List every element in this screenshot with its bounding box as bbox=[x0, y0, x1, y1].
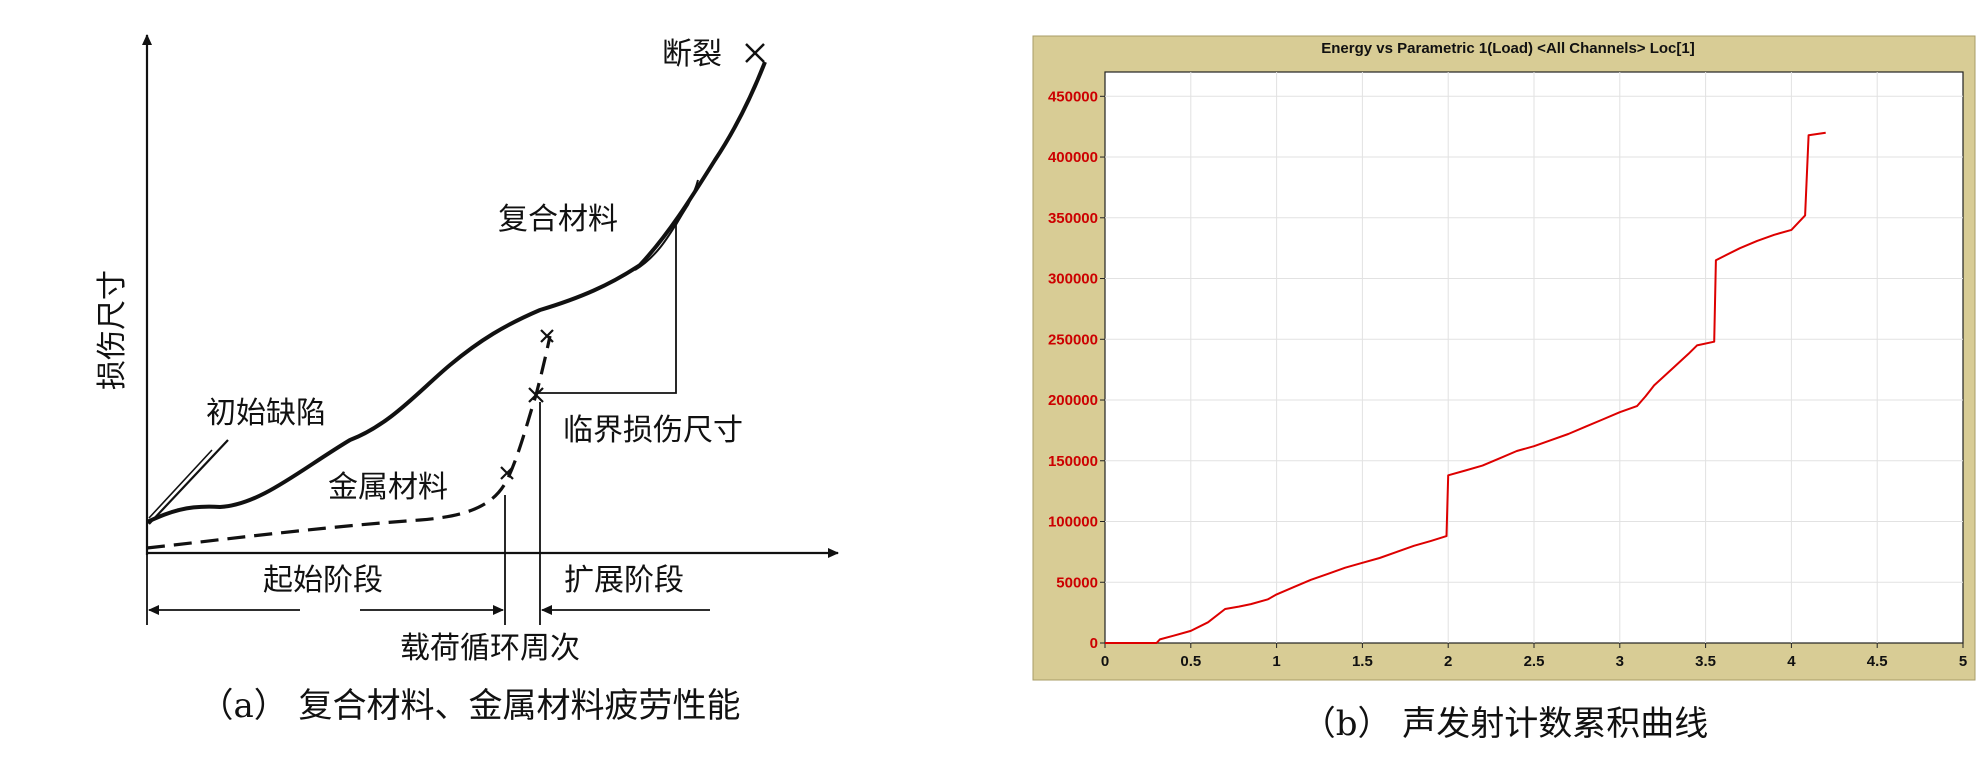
chart-b-frame-outline bbox=[1032, 35, 1976, 681]
y-tick-label: 150000 bbox=[1048, 453, 1098, 470]
y-tick-label: 400000 bbox=[1048, 149, 1098, 166]
label-metal: 金属材料 bbox=[328, 470, 448, 505]
label-fracture: 断裂 bbox=[662, 37, 722, 72]
x-tick-label: 3 bbox=[1616, 653, 1624, 670]
chart-b-title: Energy vs Parametric 1(Load) <All Channe… bbox=[1321, 40, 1694, 57]
metal-end-marker bbox=[540, 329, 554, 343]
panel-b: Energy vs Parametric 1(Load) <All Channe… bbox=[1032, 35, 1976, 744]
y-tick-label: 450000 bbox=[1048, 88, 1098, 105]
x-tick-label: 4.5 bbox=[1867, 653, 1888, 670]
y-tick-label: 50000 bbox=[1056, 574, 1098, 591]
chart-b-grid bbox=[1105, 72, 1963, 643]
y-tick-label: 0 bbox=[1090, 635, 1098, 652]
panel-a: 损伤尺寸 断裂 复合材料 初始缺陷 金属材料 临界损伤尺寸 起始阶段 扩展阶段 … bbox=[95, 34, 839, 726]
composite-connector bbox=[675, 184, 699, 226]
caption-b: （b） 声发射计数累积曲线 bbox=[1302, 704, 1709, 744]
y-tick-label: 200000 bbox=[1048, 392, 1098, 409]
label-initial-defect: 初始缺陷 bbox=[206, 396, 326, 431]
ylabel-damage-size: 损伤尺寸 bbox=[95, 270, 130, 390]
y-tick-label: 350000 bbox=[1048, 210, 1098, 227]
x-tick-label: 2.5 bbox=[1524, 653, 1545, 670]
x-tick-label: 1 bbox=[1272, 653, 1280, 670]
label-initiation-stage: 起始阶段 bbox=[263, 563, 383, 598]
y-tick-label: 100000 bbox=[1048, 514, 1098, 531]
chart-b-x-ticks: 0 0.5 1 1.5 2 2.5 3 3.5 4 4.5 5 bbox=[1101, 643, 1967, 670]
x-tick-label: 4 bbox=[1787, 653, 1796, 670]
y-tick-label: 300000 bbox=[1048, 271, 1098, 288]
x-tick-label: 2 bbox=[1444, 653, 1452, 670]
composite-curve bbox=[146, 61, 767, 524]
xlabel-load-cycles: 载荷循环周次 bbox=[400, 631, 580, 666]
label-propagation-stage: 扩展阶段 bbox=[564, 563, 684, 598]
critical-size-bracket bbox=[538, 225, 677, 394]
label-critical-size: 临界损伤尺寸 bbox=[563, 413, 743, 448]
fracture-marker bbox=[745, 43, 765, 63]
y-tick-label: 250000 bbox=[1048, 331, 1098, 348]
chart-b-series bbox=[1105, 131, 1826, 644]
x-tick-label: 0 bbox=[1101, 653, 1109, 670]
series-line bbox=[1105, 131, 1826, 644]
initial-defect-line-1 bbox=[148, 439, 229, 525]
x-tick-label: 3.5 bbox=[1695, 653, 1716, 670]
chart-b-y-ticks: 0 50000 100000 150000 200000 250000 300000 3500… bbox=[1048, 88, 1105, 652]
critical-marker bbox=[528, 387, 544, 403]
caption-a: （a） 复合材料、金属材料疲劳性能 bbox=[199, 686, 740, 726]
composite-branch bbox=[634, 179, 699, 271]
label-composite: 复合材料 bbox=[498, 202, 618, 237]
x-tick-label: 1.5 bbox=[1352, 653, 1373, 670]
transition-marker bbox=[500, 466, 514, 480]
initial-defect-line-2 bbox=[148, 449, 213, 519]
x-tick-label: 5 bbox=[1959, 653, 1967, 670]
x-tick-label: 0.5 bbox=[1180, 653, 1201, 670]
